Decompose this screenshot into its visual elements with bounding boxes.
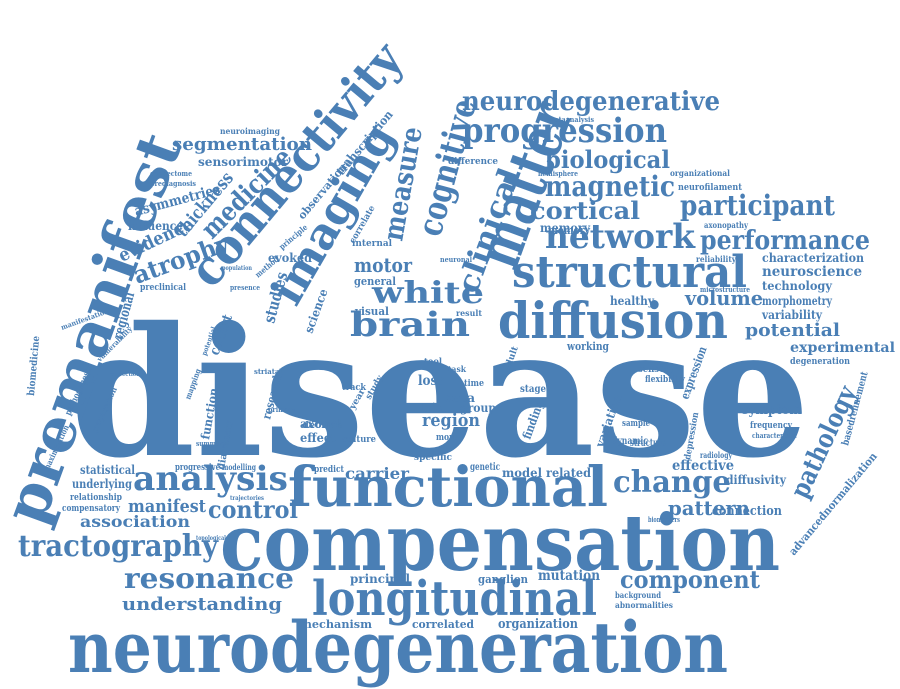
word-striatal: striatal [254,367,282,376]
word-neuroimaging: neuroimaging [220,126,280,136]
word-organization: organization [498,617,578,632]
word-metaanalysis: metaanalysis [548,115,594,124]
word-mechanism: mechanism [300,618,372,631]
word-loss: loss [418,373,444,389]
word-sensory: sensory [638,364,675,375]
word-time: time [464,379,484,389]
word-compensatory: compensatory [62,504,121,514]
word-statistical: statistical [80,463,135,477]
word-tractography: tractography [18,529,219,564]
word-segmentation: segmentation [172,134,312,155]
word-background: background [615,590,661,600]
word-model: model [502,466,542,480]
word-resonance: resonance [124,562,294,595]
word-principal: principal [350,572,410,586]
word-prediagnosis: prediagnosis [150,179,196,188]
word-influence: influence [128,219,183,233]
word-association: association [80,512,190,531]
word-preclinical: preclinical [140,283,186,293]
word-sample: sample [622,419,650,429]
word-healthy: healthy [610,294,655,308]
word-frequency: frequency [750,421,793,431]
word-abnormalities: abnormalities [615,600,673,610]
word-result: result [456,308,482,318]
word-neurodegenerative: neurodegenerative [462,87,720,117]
word-tool: tool [424,356,442,366]
word-task: task [448,364,466,374]
word-decline: decline [302,421,342,431]
word-neurofilament: neurofilament [678,183,743,193]
word-stage: stage [520,384,546,395]
word-carrier: carrier [345,464,410,483]
word-effective: effective [672,458,734,474]
word-modelling: modelling [222,462,256,472]
word-flexibility: flexibility [645,375,686,385]
word-connection: connection [712,504,782,519]
word-primary: primary [268,405,297,414]
word-effect: effect [300,431,336,445]
word-microstructure: microstructure [700,285,750,294]
word-correlated: correlated [412,618,474,631]
word-underlying: underlying [72,477,132,491]
word-progressive: progressive [175,463,220,473]
word-sensorimotor: sensorimotor [198,155,289,169]
word-hemisphere: hemisphere [538,169,578,178]
word-more: more [436,433,458,443]
word-reliability: reliability [696,254,736,264]
word-trial: trial [422,401,446,415]
word-working: working [566,340,609,353]
word-topological: topological [196,535,227,542]
word-general: general [354,275,396,288]
word-potential: potential [745,320,840,341]
word-memory-2: memory [548,224,591,237]
word-experimental: experimental [790,340,895,356]
word-characterization: characterization [762,251,864,265]
word-biomarkers: biomarkers [648,515,680,524]
word-morphometry: morphometry [762,294,833,308]
word-motor: motor [354,253,412,277]
word-understanding: understanding [122,594,282,615]
word-trajectories: trajectories [230,495,265,502]
word-technology: technology [762,279,833,293]
word-ganglion: ganglion [478,573,528,586]
word-structure: structure [630,438,666,449]
word-mutation: mutation [538,568,600,584]
word-diffusivity: diffusivity [726,473,787,487]
word-specific: specific [414,453,453,463]
word-presence: presence [230,283,260,292]
word-correction: correction [110,371,141,378]
word-neuronal: neuronal [440,255,472,264]
word-neuroscience: neuroscience [762,264,862,280]
word-summary: summary [196,439,227,448]
word-visual: visual [354,305,389,318]
word-difference: difference [448,157,498,167]
word-radiology: radiology [700,450,732,460]
word-characteristic: characteristic [752,431,797,440]
word-variability: variability [761,308,823,322]
word-degeneration: degeneration [790,357,850,367]
word-predict: predict [314,465,345,475]
word-participant: participant [680,189,835,222]
word-functional: functional [288,454,608,519]
word-population: population [222,265,253,272]
word-organizational: organizational [670,168,730,178]
word-symptom: symptom [742,402,802,418]
word-culture: culture [342,435,376,445]
word-related: related [546,466,592,480]
word-group: group [460,401,496,415]
word-axonopathy: axonopathy [704,220,748,230]
word-genetic: genetic [470,462,500,473]
word-relationship: relationship [70,493,122,503]
word-connectome: connectome [150,169,192,178]
